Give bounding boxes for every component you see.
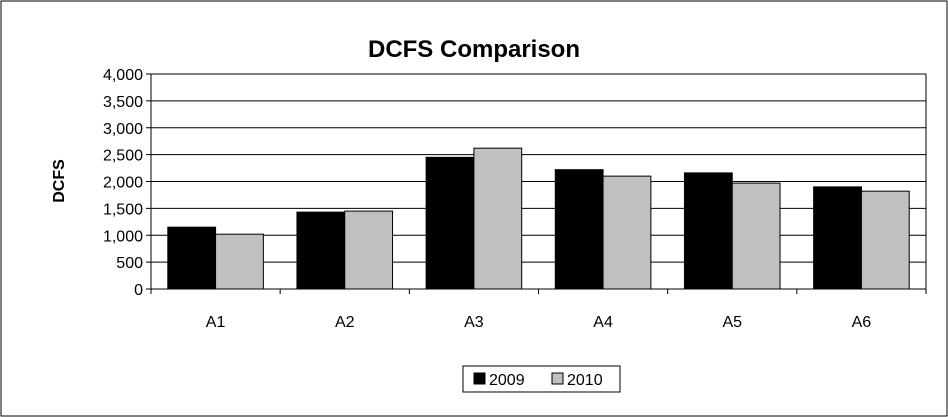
legend: 2009 2010: [462, 365, 621, 393]
y-tick-label: 2,000: [103, 175, 143, 192]
y-tick-label: 4,000: [103, 67, 143, 84]
bars: [167, 147, 910, 290]
y-tick-label: 1,500: [103, 201, 143, 218]
bar-2010-A3: [473, 147, 523, 290]
bar-2010-A5: [731, 182, 781, 290]
x-tick-label: A1: [206, 314, 226, 331]
x-tick-label: A2: [335, 314, 355, 331]
legend-label-2010: 2010: [567, 372, 603, 389]
y-tick-label: 500: [116, 255, 143, 272]
bar-2010-A4: [602, 175, 652, 290]
legend-swatch-2010: [551, 372, 564, 385]
bar-2010-A6: [860, 190, 910, 290]
tick-labels: 0 500 1,000 1,500 2,000 2,500 3,000 3,500 4,000 A…: [103, 67, 871, 331]
bar-2010-A1: [215, 233, 264, 290]
x-tick-label: A6: [852, 314, 872, 331]
legend-swatch-2009: [473, 372, 486, 385]
bar-2010-A2: [344, 210, 394, 290]
x-tick-label: A4: [593, 314, 613, 331]
chart-title: DCFS Comparison: [368, 36, 580, 63]
legend-box: [462, 365, 621, 393]
y-tick-label: 0: [134, 282, 143, 299]
legend-label-2009: 2009: [489, 372, 525, 389]
bar-2009-A5: [683, 172, 733, 290]
bar-2009-A4: [554, 169, 604, 290]
y-axis-label: DCFS: [51, 159, 68, 203]
x-tick-label: A5: [722, 314, 742, 331]
y-tick-label: 2,500: [103, 148, 143, 165]
y-tick-label: 3,000: [103, 121, 143, 138]
bar-2009-A2: [296, 211, 346, 290]
bar-2009-A3: [425, 156, 475, 290]
axes: [146, 73, 927, 294]
y-tick-label: 3,500: [103, 94, 143, 111]
bar-2009-A1: [167, 226, 217, 290]
x-tick-label: A3: [464, 314, 484, 331]
bar-2009-A6: [813, 186, 862, 290]
y-tick-label: 1,000: [103, 228, 143, 245]
gridlines: [151, 73, 926, 263]
